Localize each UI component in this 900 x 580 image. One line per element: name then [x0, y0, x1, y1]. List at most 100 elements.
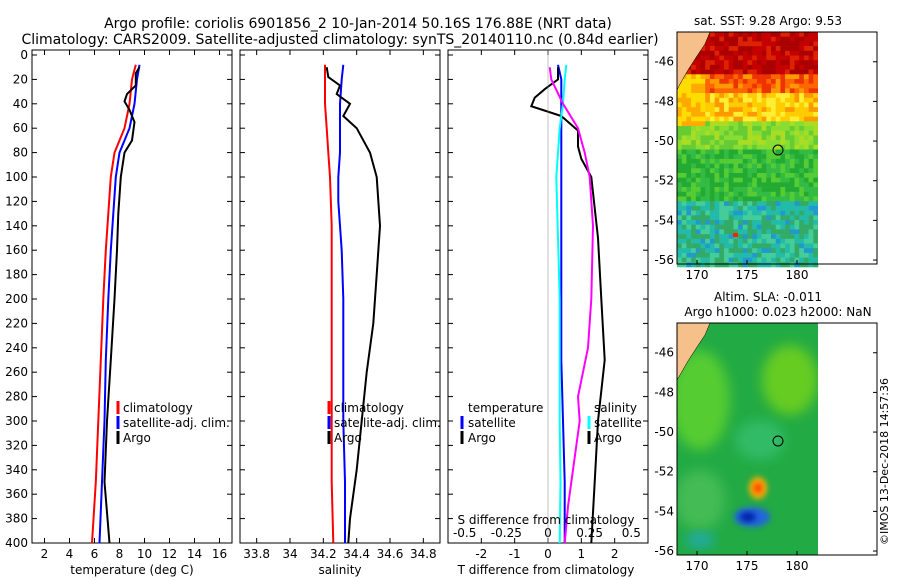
sst-cell: [700, 69, 706, 75]
sst-cell: [761, 69, 767, 75]
sst-cell: [705, 140, 711, 146]
sst-cell: [808, 83, 814, 89]
sst-cell: [794, 158, 800, 164]
sst-cell: [686, 257, 692, 263]
sst-cell: [728, 196, 734, 202]
sst-cell: [742, 224, 748, 230]
sst-cell: [775, 97, 781, 103]
sst-cell: [785, 262, 791, 268]
sst-cell: [785, 41, 791, 47]
sst-cell: [677, 182, 682, 188]
sst-cell: [789, 149, 795, 155]
sst-cell: [789, 210, 795, 216]
sst-cell: [686, 135, 692, 141]
sst-cell: [719, 224, 725, 230]
sst-cell: [686, 220, 692, 225]
sst-cell: [691, 158, 697, 164]
sst-map-ticks: 170 175 180-46-48-50-52-54-56: [654, 55, 877, 282]
sst-cell: [724, 130, 729, 136]
sst-cell: [789, 262, 795, 268]
sst-cell: [756, 168, 762, 174]
sst-cell: [780, 60, 786, 66]
sst-cell: [733, 55, 739, 61]
sst-cell: [771, 121, 776, 127]
sst-cell: [724, 111, 729, 117]
sla-map-title-line2: Argo h1000: 0.023 h2000: NaN: [684, 305, 871, 319]
x-tick-label: -2: [475, 547, 487, 561]
sst-cell: [813, 158, 819, 164]
sst-cell: [771, 116, 776, 122]
sst-cell: [794, 205, 800, 211]
s-diff-tick-label: -0.25: [491, 526, 522, 540]
sst-cell: [799, 111, 805, 117]
sst-cell: [709, 41, 715, 47]
sst-cell: [742, 252, 748, 258]
sst-cell: [686, 83, 692, 89]
sst-cell: [766, 168, 772, 174]
series-line-satellite-adj-clim-: [98, 64, 141, 544]
sst-cell: [780, 205, 786, 211]
sst-cell: [724, 135, 729, 141]
sst-cell: [705, 191, 711, 197]
sst-cell: [789, 50, 795, 56]
temperature-x-axis: 2 4 6 8 10 12 14 16: [41, 50, 227, 561]
sst-cell: [775, 116, 781, 122]
sst-cell: [691, 220, 697, 225]
sst-cell: [714, 238, 720, 244]
sst-cell: [799, 93, 805, 99]
sst-cell: [752, 60, 758, 66]
sst-cell: [733, 191, 739, 197]
imos-credit: ©IMOS 13-Dec-2018 14:57:36: [878, 378, 891, 545]
sst-cell: [733, 252, 739, 258]
sst-cell: [681, 187, 687, 193]
sst-cell: [794, 41, 800, 47]
sst-cell: [695, 205, 701, 211]
salinity-xlabel: salinity: [318, 563, 361, 577]
sst-cell: [691, 187, 697, 193]
sst-cell: [728, 182, 734, 188]
sst-cell: [803, 93, 809, 99]
sst-cell: [719, 238, 725, 244]
sst-cell: [799, 224, 805, 230]
sst-cell: [695, 252, 701, 258]
sst-no-data: [818, 32, 877, 264]
sst-cell: [799, 116, 805, 122]
sst-cell: [756, 111, 762, 117]
sst-cell: [771, 55, 776, 61]
sst-cell: [766, 41, 772, 47]
sst-cell: [761, 107, 767, 113]
sst-cell: [695, 135, 701, 141]
sst-cell: [789, 158, 795, 164]
sst-cell: [709, 121, 715, 127]
sst-cell: [738, 60, 744, 66]
sst-cell: [728, 215, 734, 221]
sst-cell: [724, 234, 729, 240]
sst-cell: [705, 107, 711, 113]
sst-cell: [733, 205, 739, 211]
sst-cell: [766, 210, 772, 216]
sst-cell: [785, 220, 791, 225]
sst-cell: [775, 210, 781, 216]
map-x-tick-label: 170: [686, 268, 709, 282]
sst-cell: [695, 243, 701, 249]
sst-cell: [780, 55, 786, 61]
sst-cell: [752, 205, 758, 211]
sst-cell: [709, 83, 715, 89]
sst-cell: [747, 83, 753, 89]
sst-cell: [813, 238, 819, 244]
sst-cell: [686, 121, 692, 127]
sst-cell: [733, 102, 739, 108]
sst-cell: [808, 36, 814, 42]
sst-cell: [681, 168, 687, 174]
sst-cell: [709, 46, 715, 52]
sst-cell: [775, 50, 781, 56]
x-tick-label: -1: [509, 547, 521, 561]
sst-cell: [808, 187, 814, 193]
sst-cell: [794, 135, 800, 141]
sst-cell: [733, 220, 739, 225]
sst-cell: [785, 60, 791, 66]
legend-title-salinity: salinity: [594, 401, 637, 415]
sst-cell: [785, 224, 791, 230]
sst-cell: [780, 238, 786, 244]
